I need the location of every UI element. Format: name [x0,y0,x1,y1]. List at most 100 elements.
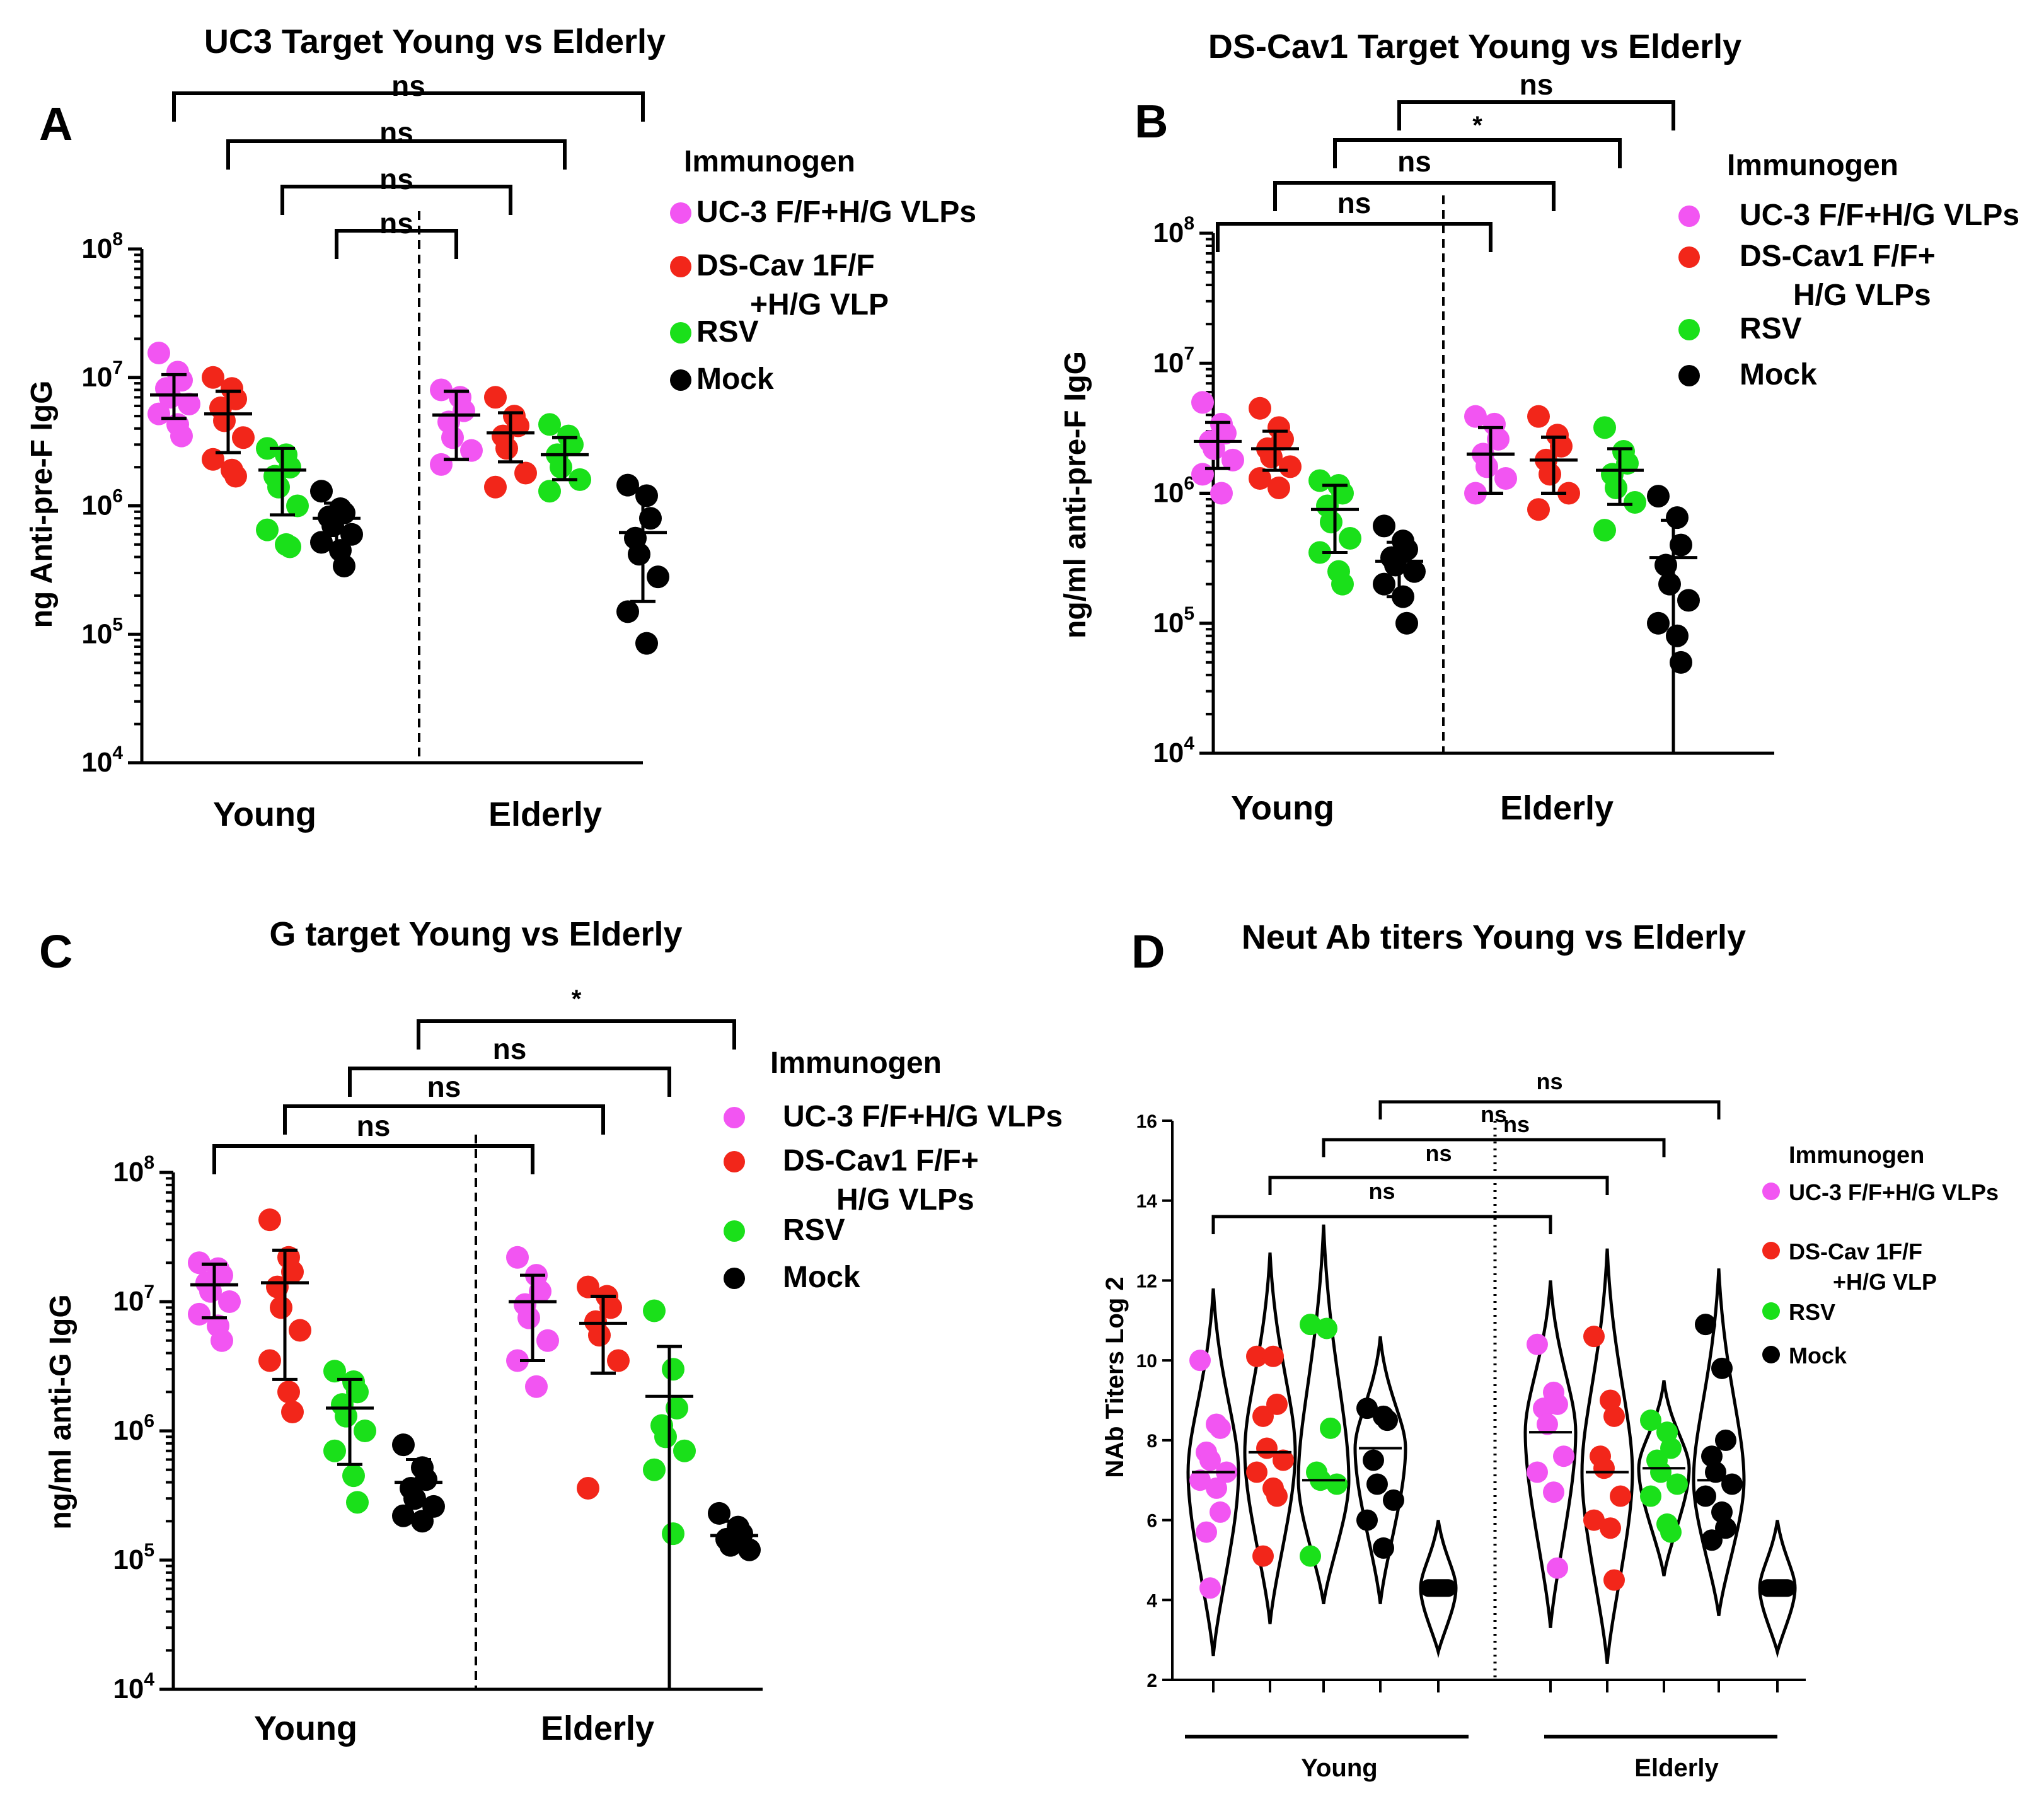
data-point-rsv [323,1439,346,1462]
data-point-dscav [224,465,247,488]
legend-marker-dscav [724,1151,745,1172]
data-point-dscav [1557,482,1580,505]
significance-label: ns [379,116,413,149]
data-point-rsv [1605,476,1627,499]
data-point-mock [1670,533,1692,557]
data-point-uc3 [188,1302,211,1326]
panel-c: G target Young vs Elderly C 104 105 106 107 10… [39,915,1063,1747]
data-point-dscav [258,1349,281,1372]
violin-mock [1353,1336,1407,1604]
data-point-rsv [1326,1473,1348,1495]
data-point-mock [411,1510,434,1533]
data-point-dscav [1603,1569,1625,1591]
data-point-mock [1666,624,1689,647]
data-point-dscav [1583,1326,1605,1348]
y-tick-label: 104 [81,743,123,778]
data-point-rsv [1666,1473,1688,1495]
y-tick-label: 16 [1136,1111,1157,1132]
y-tick-label: 2 [1146,1670,1157,1691]
violin-rsv [1296,1224,1351,1604]
significance-bracket [280,185,512,215]
significance-bracket [335,229,458,259]
data-point-rsv [643,1458,666,1481]
data-point-rsv [1593,519,1616,542]
group-label-elderly: Elderly [541,1709,654,1747]
data-point-dscav [495,437,518,460]
data-point-mock [639,507,662,530]
significance-bracket [212,1144,534,1174]
data-point-mock [1356,1397,1378,1420]
significance-label: ns [379,163,413,195]
legend-label-dscav-line2: +H/G VLP [750,288,889,321]
data-point-uc3 [1196,1521,1217,1543]
data-point-dscav [1539,463,1561,486]
data-point-dscav [1527,498,1550,521]
panel-label: D [1131,925,1165,978]
significance-label: ns [1337,187,1371,219]
data-point-mock [1666,506,1689,529]
data-point-mock [1373,572,1395,596]
data-point-mock [1711,1357,1733,1379]
data-point-dscav [1256,1437,1278,1459]
data-point-uc3 [1210,482,1233,505]
data-point-uc3 [1189,1469,1211,1491]
data-point-rsv [256,518,279,541]
panel-d: Neut Ab titers Young vs Elderly D 2 4 6 8 10 12… [1101,918,1999,1782]
data-point-uc3 [1553,1445,1574,1467]
data-point-dscav [484,386,507,409]
data-point-mock [1377,1409,1398,1432]
data-point-dscav [289,1319,311,1342]
data-point-uc3 [1533,1397,1554,1420]
y-tick-label: 108 [81,229,123,264]
group-label-young: Young [1231,789,1334,827]
panel-label: C [39,925,72,978]
group-label-young: Young [254,1709,357,1747]
data-point-mock [719,1534,742,1557]
data-point-mock [1677,589,1700,612]
data-point-mock [340,523,363,546]
data-point-dscav [1279,455,1302,478]
legend-label-rsv: RSV [1740,312,1802,345]
legend-marker-rsv [724,1220,745,1242]
legend-label-dscav-line2: H/G VLPs [1793,279,1931,312]
data-point-uc3 [441,426,464,449]
panel-label: B [1135,95,1168,148]
significance-label: ns [493,1033,527,1065]
data-point-uc3 [1199,1577,1221,1599]
data-point-uc3 [1191,391,1214,414]
y-tick-label: 104 [1153,733,1194,768]
data-point-mock [1670,651,1692,674]
legend-marker-rsv [1762,1302,1780,1320]
data-point-uc3 [1537,1413,1558,1435]
data-point-mock [738,1538,761,1561]
data-point-dscav [1600,1389,1621,1411]
data-point-dscav [270,1296,292,1319]
data-point-mock [708,1501,730,1525]
data-point-uc3 [159,386,182,409]
data-point-rsv [1300,1314,1321,1336]
data-point-dscav [232,426,255,449]
data-point-dscav [1249,466,1271,490]
y-tick-label: 107 [1153,343,1194,378]
data-point-rsv [1640,1485,1661,1507]
significance-bracket [348,1067,671,1097]
legend-label-uc3: UC-3 F/F+H/G VLPs [1789,1179,1999,1205]
data-point-rsv [286,494,309,518]
data-point-mock [403,1487,426,1510]
group-label-young: Young [213,795,316,833]
data-point-uc3 [1494,466,1517,490]
data-point-rsv [1320,511,1342,534]
data-point-mock [1760,1579,1795,1597]
data-point-dscav [1610,1485,1631,1507]
data-point-uc3 [218,1290,241,1313]
legend-label-rsv: RSV [783,1213,845,1247]
data-point-rsv [1308,541,1331,564]
data-point-rsv [1640,1409,1661,1432]
significance-bracket [283,1104,605,1135]
significance-bracket [1211,1215,1552,1234]
data-point-rsv [346,1491,369,1514]
data-point-dscav [588,1324,611,1347]
data-point-rsv [1316,1317,1337,1339]
data-point-mock [1647,485,1670,508]
